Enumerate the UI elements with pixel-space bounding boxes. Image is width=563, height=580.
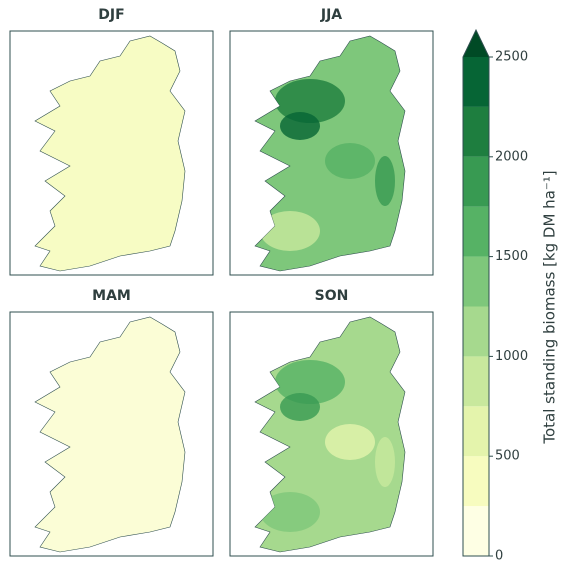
land [34,35,186,272]
colorbar-tick-label: 1500 [495,249,528,264]
panel-frame [9,311,214,557]
panel-frame [229,311,434,557]
map-panels: DJF JJA MAM SON [9,7,434,557]
colorbar-bin [463,456,489,507]
map-panel: DJF [9,7,214,276]
map-panel: SON [229,288,434,557]
colorbar-tick-label: 1000 [495,349,528,364]
texture [260,360,395,532]
colorbar-bin [463,106,489,157]
colorbar-bin [463,57,489,107]
texture-patch [260,492,320,532]
texture-patch [280,393,320,421]
colorbar-bin [463,206,489,257]
panel-title: DJF [98,7,124,23]
texture-patch [325,143,375,179]
texture [260,79,395,251]
texture-patch [375,156,395,206]
texture-patch [280,112,320,140]
colorbar-bin [463,506,489,556]
colorbar-tick-label: 0 [495,549,503,564]
map-panel: JJA [229,7,434,276]
texture-patch [260,211,320,251]
colorbar-tick-label: 2500 [495,50,528,65]
panel-title: JJA [320,7,342,23]
colorbar-bin [463,156,489,207]
panel-frame [229,30,434,276]
colorbar-bin [463,406,489,457]
colorbar-bin [463,306,489,357]
colorbar-outline [462,28,490,557]
colorbar-tick-label: 2000 [495,149,528,164]
texture-patch [325,424,375,460]
texture-patch [275,360,345,404]
texture-patch [375,437,395,487]
colorbar-bin [463,256,489,307]
colorbar-bin [463,356,489,407]
colorbar: 0 500 1000 1500 2000 2500 [462,28,528,564]
panel-title: SON [315,288,349,304]
panel-frame [9,30,214,276]
colorbar-tick-label: 500 [495,449,520,464]
land [34,316,186,553]
panel-title: MAM [92,288,131,304]
map-panel: MAM [9,288,214,557]
texture-patch [275,79,345,123]
colorbar-label: Total standing biomass [kg DM ha⁻¹] [541,170,559,444]
colorbar-extend [463,30,489,57]
